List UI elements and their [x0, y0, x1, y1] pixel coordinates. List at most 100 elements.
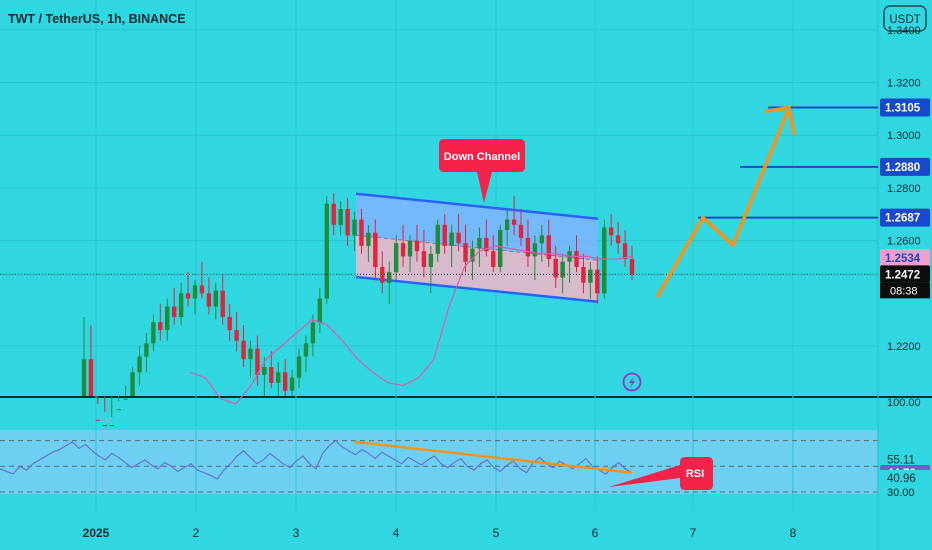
channel-upper-line[interactable] [355, 192, 599, 220]
down-channel-callout[interactable]: Down Channel [439, 139, 525, 203]
candle-body [539, 235, 545, 244]
rsi-badge [880, 469, 930, 486]
candle-body [303, 343, 309, 357]
candle-body [400, 243, 406, 257]
candle-body [435, 224, 440, 254]
candle-body [178, 293, 184, 318]
candle-body [130, 372, 135, 396]
time-tick-label: 6 [592, 526, 599, 540]
candle-body [393, 243, 399, 273]
price-badge-label: 1.2880 [885, 162, 920, 174]
rsi-levels [0, 440, 878, 493]
candle-body [255, 348, 260, 375]
candle-body [227, 317, 232, 331]
time-tick-label: 7 [690, 526, 697, 540]
candle-body [116, 409, 121, 411]
candle-body [144, 343, 149, 357]
candle-body [324, 203, 329, 299]
candle-body [276, 372, 281, 383]
candle-body [199, 285, 205, 294]
time-tick-label: 5 [493, 526, 500, 540]
rsi-tick-label: 30.00 [887, 487, 915, 499]
price-badge [880, 208, 930, 227]
price-badge-label: 1.2687 [885, 213, 920, 225]
candle-body [615, 235, 621, 244]
candle-body [463, 243, 468, 262]
candle-body [338, 208, 343, 225]
channel-upper-fill [356, 193, 598, 261]
channel-lower-line[interactable] [355, 275, 599, 303]
price-badge-label: 1.2534 [885, 253, 921, 265]
currency-button[interactable]: USDT [883, 5, 927, 32]
price-badge [880, 265, 930, 283]
candle-body [608, 227, 614, 236]
candle-body [206, 293, 212, 307]
rsi-trendline[interactable] [353, 440, 633, 474]
candle-body [282, 372, 288, 391]
callout-label: Down Channel [444, 151, 520, 163]
candle-body [373, 232, 378, 267]
price-badges: 1.3105 1.2880 1.2687 1.2534 1.2472 08:38 [880, 98, 930, 299]
price-tick-label: 1.3000 [887, 130, 921, 142]
countdown-badge [880, 282, 930, 299]
candle-body [366, 232, 371, 246]
channel-midline [355, 234, 599, 261]
candle-body [532, 243, 538, 257]
candle-body [81, 359, 87, 396]
candle-body [137, 356, 142, 373]
lightning-icon[interactable] [622, 372, 642, 392]
candle-body [109, 425, 114, 427]
candle-body [511, 219, 517, 225]
candle-body [310, 322, 316, 344]
candle-body [574, 251, 579, 267]
candles[interactable] [81, 193, 635, 427]
candle-body [491, 251, 496, 267]
price-tick-label: 1.3400 [887, 25, 921, 37]
callout-bubble [439, 139, 525, 203]
candle-body [560, 261, 565, 278]
candle-body [407, 240, 413, 257]
price-badge-label: 1.2472 [885, 269, 920, 281]
candle-body [387, 272, 392, 283]
candle-body [151, 322, 156, 344]
time-tick-label: 3 [293, 526, 300, 540]
candle-body [220, 290, 225, 318]
candle-body [165, 306, 170, 331]
candle-body [296, 356, 302, 378]
price-tick-label: 1.3200 [887, 78, 921, 90]
rsi-badges: 55.1144.7840.96 [880, 451, 930, 486]
rsi-badge-label: 40.96 [887, 473, 916, 485]
time-tick-label: 2025 [83, 526, 110, 540]
candle-body [442, 224, 447, 246]
candle-body [331, 203, 336, 225]
rsi-axis-ticks: 100.00 30.00 [887, 397, 921, 499]
candle-body [477, 237, 482, 249]
price-tick-label: 1.2600 [887, 236, 921, 248]
candle-body [595, 269, 600, 294]
candle-body [95, 419, 101, 421]
candle-body [269, 367, 274, 383]
currency-label: USDT [889, 14, 920, 26]
time-axis-ticks: 2025 2 3 4 5 6 7 8 [83, 526, 797, 540]
candle-body [213, 290, 218, 307]
candle-body [504, 219, 510, 231]
time-axis[interactable] [0, 511, 932, 550]
rsi-callout[interactable]: RSI [609, 457, 713, 490]
rsi-callout-bubble [609, 457, 713, 490]
candle-body [123, 398, 128, 400]
price-badge-label: 1.3105 [885, 103, 921, 115]
candle-body [470, 248, 475, 262]
candle-body [289, 377, 295, 391]
candle-body [629, 259, 635, 275]
candle-body [602, 227, 607, 294]
candle-body [428, 253, 434, 267]
candle-body [484, 237, 489, 252]
candle-body [102, 425, 108, 427]
price-tick-label: 1.2800 [887, 183, 921, 195]
candle-body [622, 243, 628, 260]
projection-arrow[interactable] [655, 106, 791, 299]
price-pane[interactable] [0, 0, 878, 396]
price-axis-ticks: 1.3400 1.3200 1.3000 1.2800 1.2600 1.2200 [887, 25, 921, 353]
